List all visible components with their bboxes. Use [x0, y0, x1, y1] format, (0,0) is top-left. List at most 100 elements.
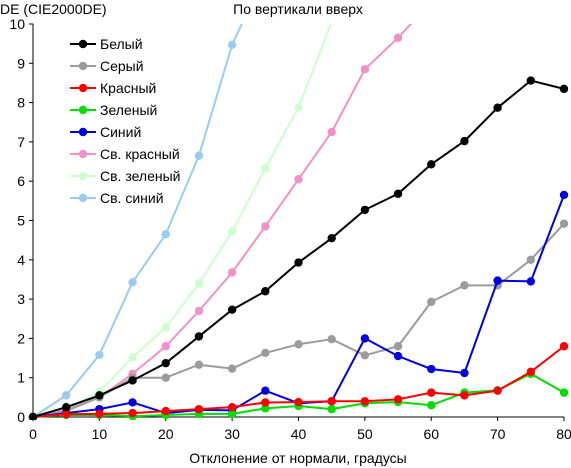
data-point: [427, 297, 436, 307]
series-5: [28, 190, 569, 420]
data-point: [294, 397, 303, 407]
data-point: [427, 160, 436, 169]
data-point: [161, 373, 170, 382]
axes: 0 1 2 3 4 5 6 7 8 9 10 0 10 20 30 40 50 60 70 80: [9, 16, 571, 442]
data-point: [95, 409, 104, 419]
legend-label: Св. красный: [100, 146, 180, 162]
data-point: [227, 409, 237, 419]
series-7: [28, 24, 332, 420]
legend-swatch-marker: [78, 105, 88, 115]
chart-title: По вертикали вверх: [233, 1, 363, 17]
data-point: [360, 351, 370, 360]
data-point: [95, 350, 104, 360]
data-point: [261, 386, 270, 395]
data-point: [194, 279, 204, 288]
data-point: [526, 255, 536, 264]
data-point: [460, 136, 469, 146]
data-point: [393, 33, 403, 42]
legend-item: Зеленый: [70, 102, 157, 118]
y-tick-label: 10: [9, 16, 25, 32]
x-tick-label: 50: [357, 426, 373, 442]
data-point: [261, 398, 270, 407]
data-point: [559, 190, 569, 200]
series-line: [32, 194, 565, 418]
legend-swatch-marker: [78, 83, 88, 93]
series-8: [28, 24, 243, 420]
x-tick-label: 70: [490, 426, 506, 442]
data-point: [427, 364, 436, 374]
x-tick-label: 20: [158, 426, 174, 442]
data-point: [261, 164, 270, 173]
data-point: [294, 175, 303, 184]
data-point: [493, 276, 502, 285]
legend: Белый Серый Красный Зеленый Синий Св. красный…: [70, 36, 180, 206]
data-point: [327, 334, 336, 344]
legend-label: Синий: [100, 124, 141, 140]
x-tick-label: 10: [92, 426, 108, 442]
y-tick-label: 9: [17, 55, 25, 71]
data-point: [161, 342, 170, 351]
y-tick-label: 3: [17, 291, 25, 307]
data-point: [128, 398, 137, 407]
data-point: [61, 391, 71, 400]
data-point: [526, 277, 536, 286]
data-point: [161, 406, 170, 416]
data-point: [460, 368, 469, 378]
data-point: [95, 391, 104, 400]
data-point: [559, 388, 569, 397]
y-tick-label: 5: [17, 213, 25, 229]
series-line: [32, 24, 332, 418]
data-point: [526, 367, 536, 377]
legend-item: Синий: [70, 124, 141, 140]
data-point: [227, 268, 237, 277]
legend-item: Белый: [70, 36, 143, 52]
data-point: [493, 386, 502, 395]
legend-swatch-marker: [78, 149, 88, 159]
y-tick-label: 4: [17, 252, 25, 268]
data-point: [360, 334, 370, 343]
data-point: [427, 388, 436, 397]
data-point: [493, 103, 502, 112]
legend-swatch-marker: [78, 127, 88, 137]
data-point: [261, 222, 270, 231]
y-tick-label: 1: [17, 370, 25, 386]
x-tick-label: 0: [29, 426, 37, 442]
data-point: [327, 233, 336, 243]
data-point: [360, 205, 370, 215]
data-point: [194, 332, 204, 341]
data-point: [526, 76, 536, 85]
legend-label: Белый: [100, 36, 143, 52]
data-point: [294, 258, 303, 267]
data-point: [227, 40, 237, 50]
data-point: [294, 340, 303, 349]
y-tick-label: 8: [17, 95, 25, 111]
data-point: [161, 323, 170, 332]
x-tick-label: 60: [423, 426, 439, 442]
data-point: [261, 404, 270, 413]
data-point: [393, 351, 403, 361]
y-tick-label: 0: [17, 409, 25, 425]
series-1: [28, 76, 569, 420]
data-point: [559, 84, 569, 94]
legend-item: Св. красный: [70, 146, 180, 162]
legend-item: Красный: [70, 80, 156, 96]
legend-swatch-marker: [78, 39, 88, 49]
data-point: [227, 364, 237, 373]
data-point: [61, 410, 71, 419]
series-layer: [28, 24, 569, 420]
data-point: [161, 358, 170, 368]
data-point: [227, 305, 237, 314]
data-point: [460, 281, 469, 290]
data-point: [261, 287, 270, 296]
data-point: [194, 306, 204, 316]
legend-label: Св. зеленый: [100, 168, 180, 184]
data-point: [261, 348, 270, 358]
data-point: [227, 402, 237, 412]
x-tick-label: 80: [556, 426, 571, 442]
data-point: [559, 219, 569, 228]
data-point: [327, 404, 336, 414]
legend-label: Серый: [100, 58, 144, 74]
data-point: [194, 360, 204, 369]
x-axis-title: Отклонение от нормали, градусы: [189, 450, 406, 466]
series-line: [32, 372, 565, 418]
